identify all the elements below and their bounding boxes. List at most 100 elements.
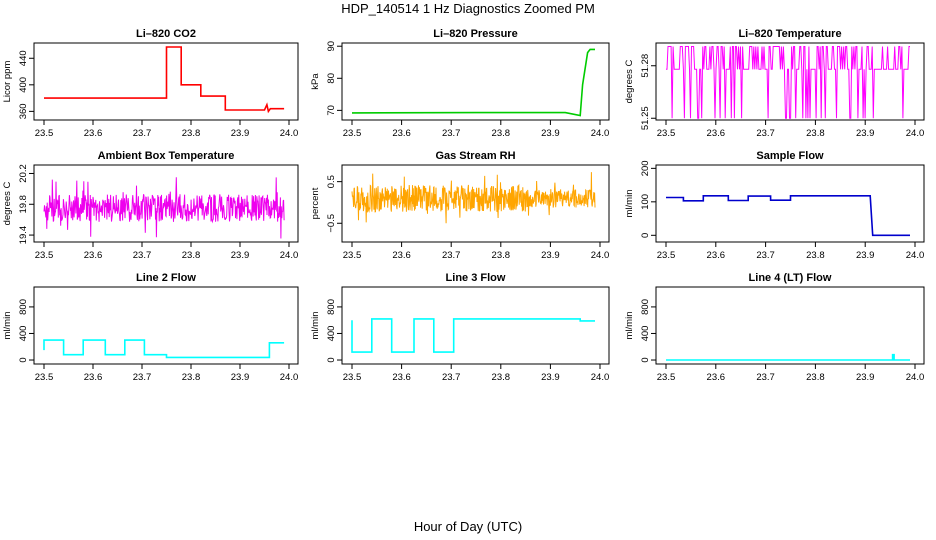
panel-title: Li–820 Pressure	[433, 28, 517, 40]
x-tick-label: 24.0	[591, 250, 610, 261]
x-tick-label: 23.9	[856, 250, 875, 261]
y-tick-label: 20.2	[18, 164, 29, 183]
x-tick-label: 23.6	[707, 128, 726, 139]
x-tick-label: 23.7	[442, 372, 461, 383]
y-tick-label: 400	[18, 77, 29, 93]
x-tick-label: 23.6	[392, 372, 411, 383]
panel-3: Li–820 Temperature 23.5 23.6 23.7 23.8 23.9 24…	[624, 28, 925, 139]
y-tick-label: 90	[326, 41, 337, 52]
x-tick-label: 23.8	[182, 250, 201, 261]
x-tick-label: 23.8	[492, 372, 511, 383]
x-tick-label: 23.6	[392, 250, 411, 261]
y-axis-label: ml/min	[624, 312, 635, 340]
series-line	[666, 46, 910, 119]
x-tick-label: 23.5	[343, 372, 362, 383]
y-axis-label: ml/min	[2, 312, 13, 340]
series-line	[44, 46, 285, 114]
x-tick-label: 23.9	[856, 372, 875, 383]
y-tick-label: 800	[326, 299, 337, 315]
y-tick-label: 19.4	[18, 226, 29, 245]
x-tick-label: 23.6	[392, 128, 411, 139]
x-tick-label: 24.0	[280, 250, 299, 261]
y-tick-label: 0	[326, 357, 337, 362]
panel-title: Ambient Box Temperature	[98, 150, 235, 162]
plot-frame	[655, 42, 925, 121]
panel-8: Line 3 Flow 23.5 23.6 23.7 23.8 23.9 24.0 0 400 8…	[310, 272, 610, 383]
y-tick-label: 400	[18, 326, 29, 342]
x-tick-label: 23.6	[707, 250, 726, 261]
x-tick-label: 23.7	[133, 250, 152, 261]
x-tick-label: 23.5	[657, 250, 676, 261]
x-tick-label: 24.0	[591, 372, 610, 383]
panel-title: Line 4 (LT) Flow	[749, 272, 832, 284]
x-tick-label: 23.5	[657, 128, 676, 139]
panel-title: Line 2 Flow	[136, 272, 196, 284]
figure-title: HDP_140514 1 Hz Diagnostics Zoomed PM	[341, 1, 595, 16]
panel-title: Line 3 Flow	[446, 272, 506, 284]
x-tick-label: 23.9	[541, 250, 560, 261]
x-tick-label: 23.8	[806, 128, 825, 139]
panel-7: Line 2 Flow 23.5 23.6 23.7 23.8 23.9 24.0 0 400 8…	[2, 272, 299, 383]
x-tick-label: 24.0	[906, 250, 925, 261]
x-tick-label: 23.9	[231, 128, 250, 139]
x-tick-label: 23.5	[343, 250, 362, 261]
plot-frame	[33, 42, 299, 121]
x-tick-label: 24.0	[906, 128, 925, 139]
panel-title: Sample Flow	[756, 150, 824, 162]
x-tick-label: 24.0	[280, 128, 299, 139]
y-tick-label: 0	[18, 357, 29, 362]
y-tick-label: 440	[18, 50, 29, 66]
panel-2: Li–820 Pressure 23.5 23.6 23.7 23.8 23.9 24.0 7…	[310, 28, 610, 139]
panel-5: Gas Stream RH 23.5 23.6 23.7 23.8 23.9 24.0 −0.…	[310, 150, 610, 261]
x-tick-label: 23.5	[343, 128, 362, 139]
x-tick-label: 23.8	[492, 128, 511, 139]
x-tick-label: 23.7	[756, 128, 775, 139]
x-tick-label: 23.6	[707, 372, 726, 383]
plot-frame	[341, 164, 610, 243]
x-tick-label: 23.9	[541, 372, 560, 383]
x-tick-label: 24.0	[591, 128, 610, 139]
panel-title: Li–820 CO2	[136, 28, 196, 40]
y-tick-label: 400	[640, 326, 651, 342]
plot-frame	[33, 286, 299, 365]
x-tick-label: 23.8	[806, 250, 825, 261]
plot-frame	[655, 164, 925, 243]
x-tick-label: 24.0	[280, 372, 299, 383]
panel-grid: Li–820 CO2 23.5 23.6 23.7 23.8 23.9 24.0 360 400…	[2, 28, 925, 383]
y-tick-label: 0	[640, 357, 651, 362]
plot-frame	[341, 286, 610, 365]
x-tick-label: 23.5	[35, 250, 54, 261]
plot-frame	[655, 286, 925, 365]
panel-4: Ambient Box Temperature 23.5 23.6 23.7 23.8 2…	[2, 150, 299, 261]
x-tick-label: 23.5	[657, 372, 676, 383]
y-tick-label: 100	[640, 194, 651, 210]
x-tick-label: 23.9	[541, 128, 560, 139]
series-line	[666, 195, 910, 237]
y-tick-label: 19.8	[18, 195, 29, 214]
y-tick-label: 80	[326, 73, 337, 84]
x-tick-label: 23.8	[492, 250, 511, 261]
series-line	[351, 48, 595, 117]
panel-title: Li–820 Temperature	[738, 28, 841, 40]
x-axis-label: Hour of Day (UTC)	[414, 519, 522, 534]
x-tick-label: 23.7	[756, 250, 775, 261]
x-tick-label: 23.8	[182, 372, 201, 383]
panel-1: Li–820 CO2 23.5 23.6 23.7 23.8 23.9 24.0 360 400…	[2, 28, 299, 139]
x-tick-label: 23.6	[84, 250, 103, 261]
x-tick-label: 23.9	[231, 250, 250, 261]
series-line	[666, 353, 910, 361]
y-tick-label: 800	[640, 299, 651, 315]
x-tick-label: 23.7	[133, 372, 152, 383]
y-tick-label: 51.28	[640, 54, 651, 78]
y-tick-label: 0.5	[326, 175, 337, 188]
y-axis-label: ml/min	[310, 312, 321, 340]
y-axis-label: kPa	[310, 73, 321, 90]
series-line	[351, 172, 596, 224]
y-tick-label: 70	[326, 105, 337, 116]
x-tick-label: 23.7	[442, 250, 461, 261]
series-line	[351, 318, 595, 353]
x-tick-label: 23.9	[231, 372, 250, 383]
y-tick-label: −0.5	[326, 214, 337, 233]
y-tick-label: 400	[326, 326, 337, 342]
